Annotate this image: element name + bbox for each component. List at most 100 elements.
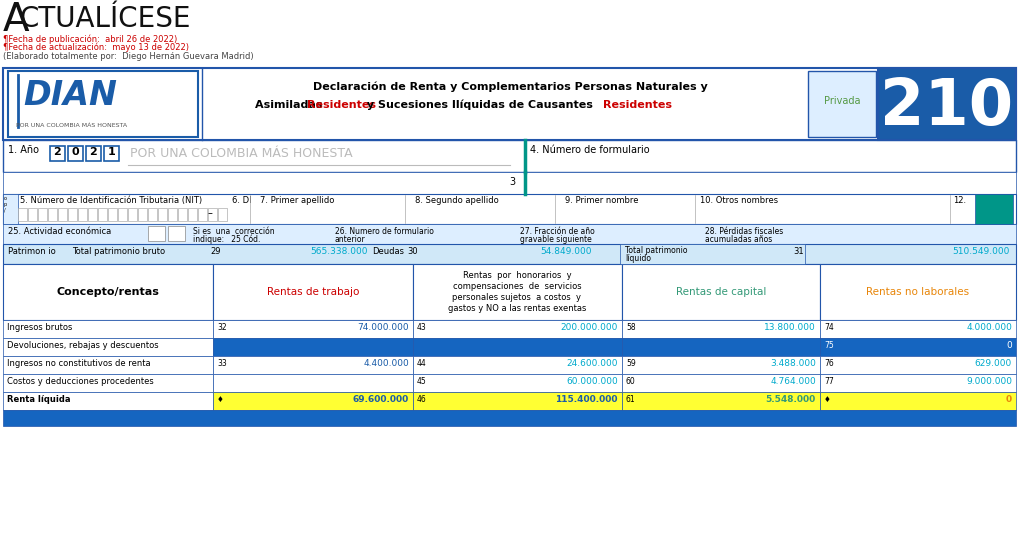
- Bar: [104, 146, 119, 161]
- Text: Rentas no laborales: Rentas no laborales: [866, 287, 969, 297]
- Text: Si es  una  corrección: Si es una corrección: [193, 227, 275, 236]
- Text: ♦: ♦: [824, 395, 830, 404]
- Bar: [820, 264, 1016, 320]
- Bar: [8, 71, 198, 137]
- Text: y Sucesiones Ilíquidas de Causantes: y Sucesiones Ilíquidas de Causantes: [363, 100, 597, 110]
- Text: 6. DI: 6. DI: [232, 196, 252, 205]
- Text: 4.764.000: 4.764.000: [770, 377, 816, 386]
- Text: DIAN: DIAN: [23, 79, 117, 112]
- Bar: [3, 244, 1016, 264]
- Text: 74.000.000: 74.000.000: [358, 323, 409, 332]
- Bar: [622, 392, 820, 410]
- Text: 4. Número de formulario: 4. Número de formulario: [530, 145, 650, 155]
- Text: Total patrimonio: Total patrimonio: [625, 246, 688, 255]
- Text: Deudas: Deudas: [372, 247, 404, 256]
- Text: 43: 43: [417, 323, 427, 332]
- Bar: [178, 208, 187, 221]
- Text: 210: 210: [880, 76, 1014, 138]
- Bar: [3, 410, 1016, 426]
- Text: 60: 60: [626, 377, 636, 386]
- Text: ¶Fecha de actualización:  mayo 13 de 2022): ¶Fecha de actualización: mayo 13 de 2022…: [3, 43, 189, 53]
- Text: CTUALÍCESE: CTUALÍCESE: [20, 5, 192, 33]
- Bar: [68, 146, 83, 161]
- Text: 2: 2: [90, 147, 98, 157]
- Text: 30: 30: [407, 247, 418, 256]
- Text: Renta líquida: Renta líquida: [7, 395, 70, 404]
- Bar: [975, 194, 1013, 224]
- Text: 0: 0: [1006, 341, 1012, 350]
- Bar: [18, 208, 26, 221]
- Bar: [622, 338, 820, 356]
- Text: 24.600.000: 24.600.000: [567, 359, 618, 368]
- Bar: [820, 338, 1016, 356]
- Text: 28. Pérdidas fiscales: 28. Pérdidas fiscales: [705, 227, 784, 236]
- Text: 25. Actividad económica: 25. Actividad económica: [8, 227, 111, 236]
- Bar: [50, 146, 65, 161]
- Text: 10. Otros nombres: 10. Otros nombres: [700, 196, 779, 205]
- Text: 46: 46: [417, 395, 427, 404]
- Text: Declaración de Renta y Complementarios Personas Naturales y: Declaración de Renta y Complementarios P…: [313, 82, 707, 92]
- Text: gravable siguiente: gravable siguiente: [520, 235, 592, 244]
- Bar: [198, 208, 207, 221]
- Bar: [28, 208, 37, 221]
- Bar: [148, 208, 157, 221]
- Text: indique:   25 Cód.: indique: 25 Cód.: [193, 235, 261, 244]
- Text: Residentes: Residentes: [307, 100, 376, 110]
- Bar: [878, 68, 1016, 140]
- Bar: [3, 338, 213, 356]
- Bar: [3, 172, 1016, 194]
- Text: líquido: líquido: [625, 254, 651, 263]
- Text: Concepto/rentas: Concepto/rentas: [57, 287, 159, 297]
- Text: Rentas de trabajo: Rentas de trabajo: [267, 287, 359, 297]
- Bar: [3, 194, 1016, 224]
- Text: 75: 75: [824, 341, 834, 350]
- Text: 1. Año: 1. Año: [8, 145, 39, 155]
- Text: 69.600.000: 69.600.000: [353, 395, 409, 404]
- Bar: [138, 208, 147, 221]
- Bar: [168, 208, 177, 221]
- Text: (Elaborado totalmente por:  Diego Hernán Guevara Madrid): (Elaborado totalmente por: Diego Hernán …: [3, 52, 254, 61]
- Bar: [187, 208, 197, 221]
- Bar: [88, 208, 97, 221]
- Text: A: A: [3, 1, 30, 39]
- Text: anterior: anterior: [335, 235, 366, 244]
- Bar: [213, 356, 413, 374]
- Bar: [3, 140, 1016, 172]
- Bar: [3, 356, 213, 374]
- Text: Ingresos brutos: Ingresos brutos: [7, 323, 72, 332]
- Text: personales sujetos  a costos  y: personales sujetos a costos y: [452, 293, 582, 302]
- Text: 26. Numero de formulario: 26. Numero de formulario: [335, 227, 434, 236]
- Text: Residentes: Residentes: [603, 100, 672, 110]
- Text: 1: 1: [108, 147, 115, 157]
- Bar: [820, 392, 1016, 410]
- Text: Total patrimonio bruto: Total patrimonio bruto: [72, 247, 165, 256]
- Text: 77: 77: [824, 377, 834, 386]
- Text: 510.549.000: 510.549.000: [953, 247, 1010, 256]
- Text: 4.000.000: 4.000.000: [966, 323, 1012, 332]
- Text: 27. Fracción de año: 27. Fracción de año: [520, 227, 595, 236]
- Bar: [3, 194, 18, 224]
- Text: 29: 29: [210, 247, 220, 256]
- Bar: [78, 208, 87, 221]
- Text: 33: 33: [217, 359, 227, 368]
- Text: Devoluciones, rebajas y descuentos: Devoluciones, rebajas y descuentos: [7, 341, 159, 350]
- Bar: [98, 208, 107, 221]
- Text: 5.548.000: 5.548.000: [765, 395, 816, 404]
- Bar: [213, 392, 413, 410]
- Bar: [108, 208, 117, 221]
- Bar: [213, 374, 413, 392]
- Text: 565.338.000: 565.338.000: [311, 247, 368, 256]
- Text: 8. Segundo apellido: 8. Segundo apellido: [415, 196, 498, 205]
- Text: 31: 31: [793, 247, 804, 256]
- Text: 200.000.000: 200.000.000: [560, 323, 618, 332]
- Text: 115.400.000: 115.400.000: [555, 395, 618, 404]
- Bar: [3, 264, 213, 320]
- Bar: [622, 374, 820, 392]
- Bar: [3, 68, 1016, 140]
- Text: 54.849.000: 54.849.000: [540, 247, 592, 256]
- Bar: [820, 320, 1016, 338]
- Bar: [118, 208, 127, 221]
- Text: –: –: [208, 208, 213, 218]
- Text: 58: 58: [626, 323, 636, 332]
- Text: 0: 0: [71, 147, 79, 157]
